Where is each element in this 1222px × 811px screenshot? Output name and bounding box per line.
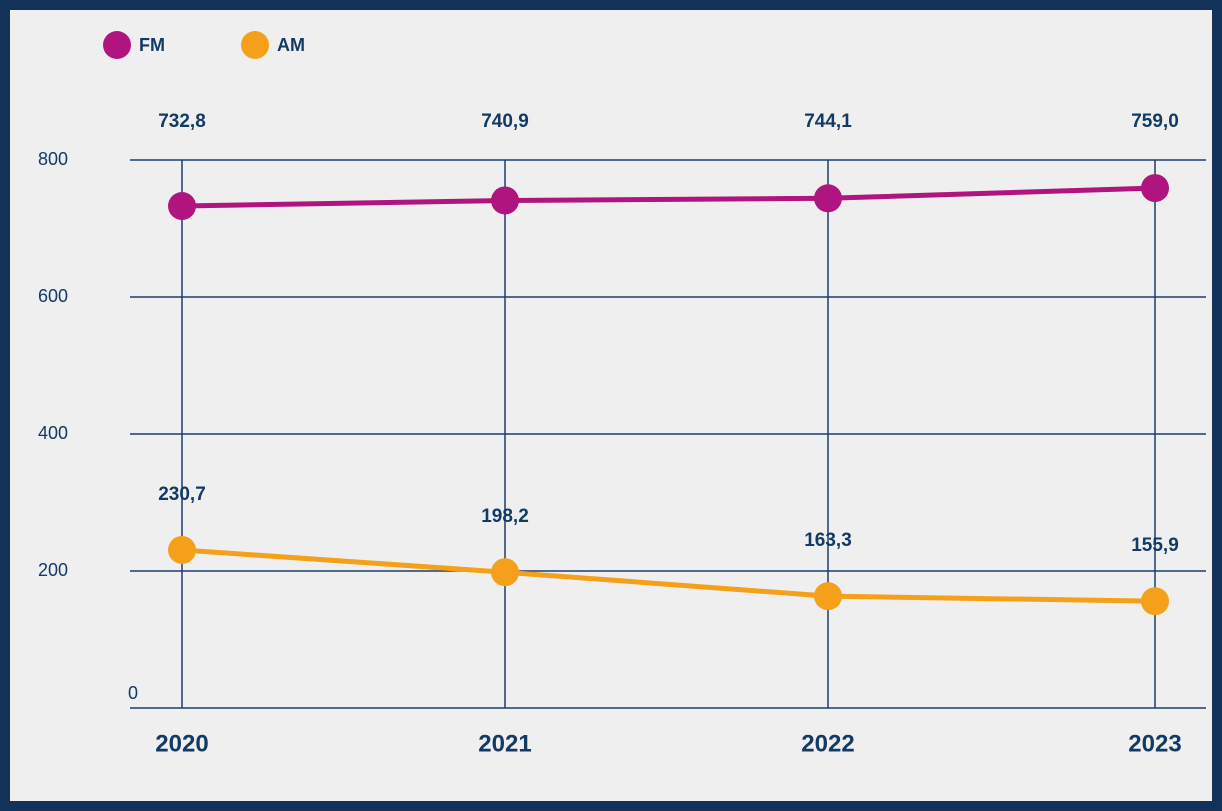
x-tick-label: 2020 [155,730,208,757]
data-label: 732,8 [158,111,206,132]
x-tick-label: 2023 [1128,730,1181,757]
legend-swatch [103,31,131,59]
data-label: 230,7 [158,484,206,505]
point [1141,174,1169,203]
legend-label: FM [139,35,165,55]
point [491,558,519,587]
data-label: 163,3 [804,530,852,551]
point [168,192,196,221]
legend-swatch [241,31,269,59]
point [168,535,196,564]
data-label: 155,9 [1131,535,1179,556]
data-label: 744,1 [804,111,852,132]
y-tick-label: 600 [38,286,68,306]
data-label: 759,0 [1131,111,1179,132]
y-tick-label: 0 [128,683,138,703]
x-tick-label: 2021 [478,730,531,757]
x-tick-label: 2022 [801,730,854,757]
y-tick-label: 800 [38,149,68,169]
plot-background [10,10,1212,801]
series-line [181,547,1156,604]
series-line [181,185,1156,209]
point [491,186,519,215]
point [1141,587,1169,616]
legend-label: AM [277,35,305,55]
data-label: 740,9 [481,111,529,132]
point [814,184,842,213]
y-tick-label: 200 [38,560,68,580]
point [814,582,842,611]
data-label: 198,2 [481,506,529,527]
y-tick-label: 400 [38,423,68,443]
